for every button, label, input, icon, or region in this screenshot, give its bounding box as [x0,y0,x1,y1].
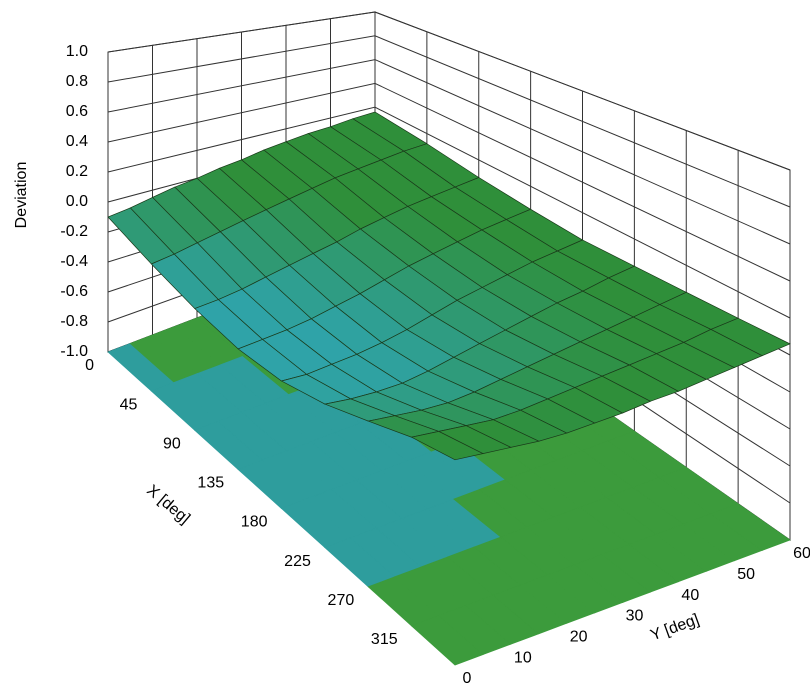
z-tick-label: -0.2 [60,223,88,240]
y-tick-label: 0 [463,670,472,687]
z-tick-label: 0.2 [66,163,88,180]
x-tick-label: 90 [163,435,181,452]
y-tick-label: 50 [737,566,755,583]
z-tick-label: -0.6 [60,283,88,300]
z-axis-title: Deviation [13,162,30,229]
z-tick-label: -0.4 [60,253,88,270]
y-tick-label: 60 [793,545,810,562]
z-tick-label: 0.8 [66,73,88,90]
z-tick-label: -1.0 [60,343,88,360]
x-tick-label: 315 [371,631,398,648]
x-tick-label: 135 [197,475,224,492]
z-tick-label: -0.8 [60,313,88,330]
y-tick-label: 20 [570,629,588,646]
y-tick-label: 10 [514,649,532,666]
x-tick-label: 180 [241,514,268,531]
x-axis-title: X [deg] [143,482,193,528]
x-tick-label: 0 [85,357,94,374]
y-axis-title: Y [deg] [648,611,701,644]
surface-cell [410,431,484,461]
z-tick-label: 0.0 [66,193,88,210]
y-tick-label: 40 [681,587,699,604]
z-tick-label: 0.4 [66,133,88,150]
z-tick-label: 1.0 [66,43,88,60]
z-tick-label: 0.6 [66,103,88,120]
y-tick-label: 30 [626,608,644,625]
x-tick-label: 45 [120,396,138,413]
floor-cell [710,503,791,551]
x-tick-label: 225 [284,553,311,570]
x-tick-label: 270 [328,592,355,609]
